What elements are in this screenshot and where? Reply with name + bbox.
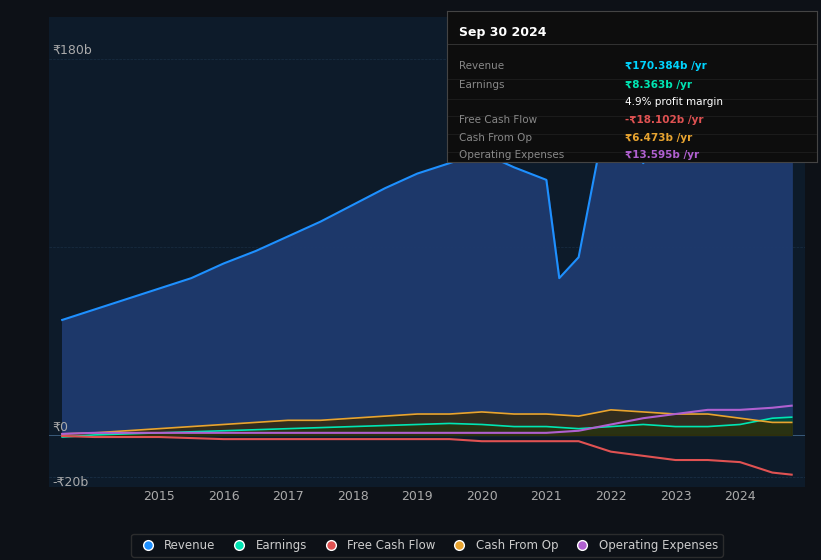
Text: Sep 30 2024: Sep 30 2024 <box>459 26 546 39</box>
Text: 2024: 2024 <box>724 491 756 503</box>
Text: Earnings: Earnings <box>459 80 504 90</box>
Text: 2021: 2021 <box>530 491 562 503</box>
Text: -₹18.102b /yr: -₹18.102b /yr <box>625 115 704 125</box>
Text: Revenue: Revenue <box>459 60 503 71</box>
Text: ₹0: ₹0 <box>53 421 68 434</box>
Text: 2019: 2019 <box>401 491 433 503</box>
Text: Cash From Op: Cash From Op <box>459 133 531 143</box>
Legend: Revenue, Earnings, Free Cash Flow, Cash From Op, Operating Expenses: Revenue, Earnings, Free Cash Flow, Cash … <box>131 534 722 557</box>
Text: 2018: 2018 <box>337 491 369 503</box>
Text: ₹8.363b /yr: ₹8.363b /yr <box>625 80 692 90</box>
Text: 2023: 2023 <box>659 491 691 503</box>
Text: 2016: 2016 <box>208 491 240 503</box>
Text: -₹20b: -₹20b <box>53 475 89 489</box>
Text: 2022: 2022 <box>595 491 626 503</box>
Text: ₹170.384b /yr: ₹170.384b /yr <box>625 60 707 71</box>
Text: Free Cash Flow: Free Cash Flow <box>459 115 537 125</box>
Text: 2020: 2020 <box>466 491 498 503</box>
Text: ₹13.595b /yr: ₹13.595b /yr <box>625 150 699 160</box>
Text: Operating Expenses: Operating Expenses <box>459 150 564 160</box>
Text: 2015: 2015 <box>143 491 175 503</box>
Text: 2017: 2017 <box>273 491 304 503</box>
Text: ₹180b: ₹180b <box>53 44 92 57</box>
Text: 4.9% profit margin: 4.9% profit margin <box>625 97 722 107</box>
Text: ₹6.473b /yr: ₹6.473b /yr <box>625 133 692 143</box>
